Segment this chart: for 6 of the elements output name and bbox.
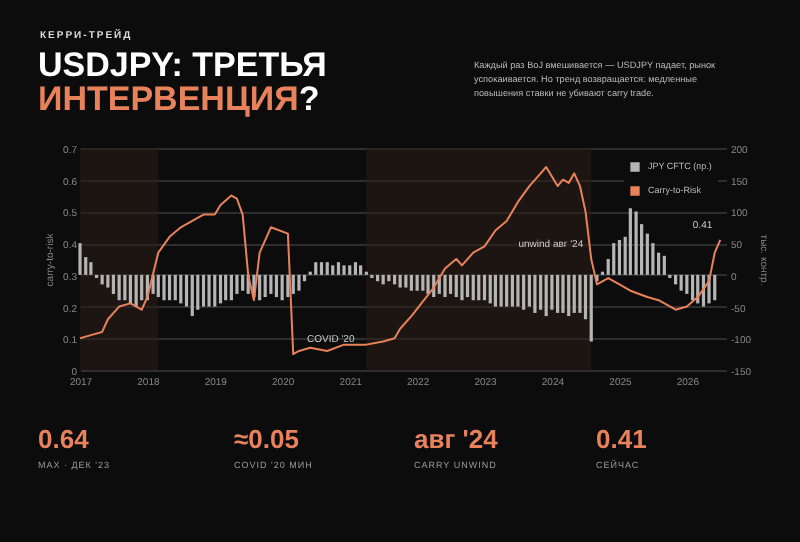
text: ≈0.05 bbox=[234, 424, 301, 454]
text: 0.64 bbox=[38, 424, 91, 454]
text: авг '24 bbox=[414, 424, 498, 454]
line-series bbox=[79, 166, 722, 356]
text: 0.41 bbox=[596, 424, 647, 454]
chart-title: USDJPY: ТРЕТЬЯ ИНТЕРВЕНЦИЯ? bbox=[38, 46, 327, 118]
